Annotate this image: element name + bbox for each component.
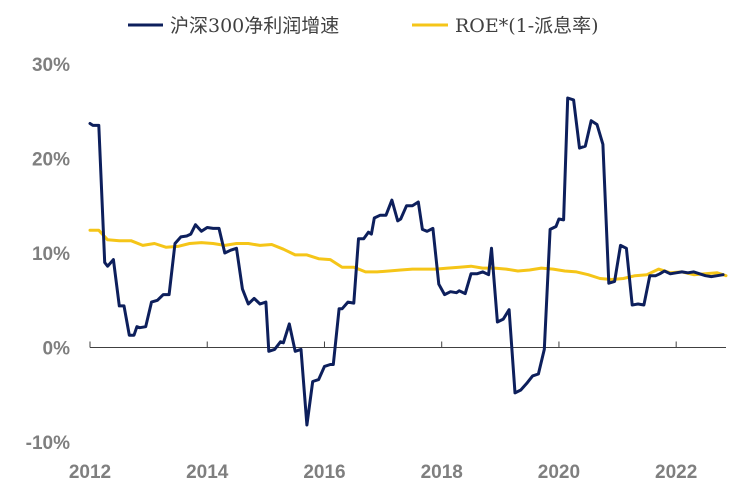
legend-label-profit-growth: 沪深300净利润增速 bbox=[170, 15, 339, 37]
legend-label-roe: ROE*(1-派息率) bbox=[455, 15, 599, 37]
x-tick-label: 2012 bbox=[69, 462, 111, 483]
x-tick-label: 2016 bbox=[303, 462, 345, 483]
series-line-roe bbox=[88, 228, 728, 281]
y-tick-label: 20% bbox=[32, 150, 70, 171]
y-axis: -10% 0% 10% 20% 30% bbox=[26, 55, 70, 454]
y-tick-label: 10% bbox=[32, 244, 70, 265]
x-tick-label: 2014 bbox=[186, 462, 229, 483]
x-tick-label: 2022 bbox=[655, 462, 697, 483]
x-tick-label: 2018 bbox=[421, 462, 463, 483]
y-tick-label: 30% bbox=[32, 55, 70, 76]
y-tick-label: 0% bbox=[43, 339, 71, 360]
series-line-profit-growth bbox=[88, 96, 725, 427]
plot-area bbox=[88, 96, 728, 427]
x-tick-label: 2020 bbox=[538, 462, 580, 483]
legend: 沪深300净利润增速 ROE*(1-派息率) bbox=[128, 15, 599, 37]
x-axis: 2012 2014 2016 2018 2020 2022 bbox=[69, 341, 726, 483]
y-tick-label: -10% bbox=[26, 433, 70, 454]
